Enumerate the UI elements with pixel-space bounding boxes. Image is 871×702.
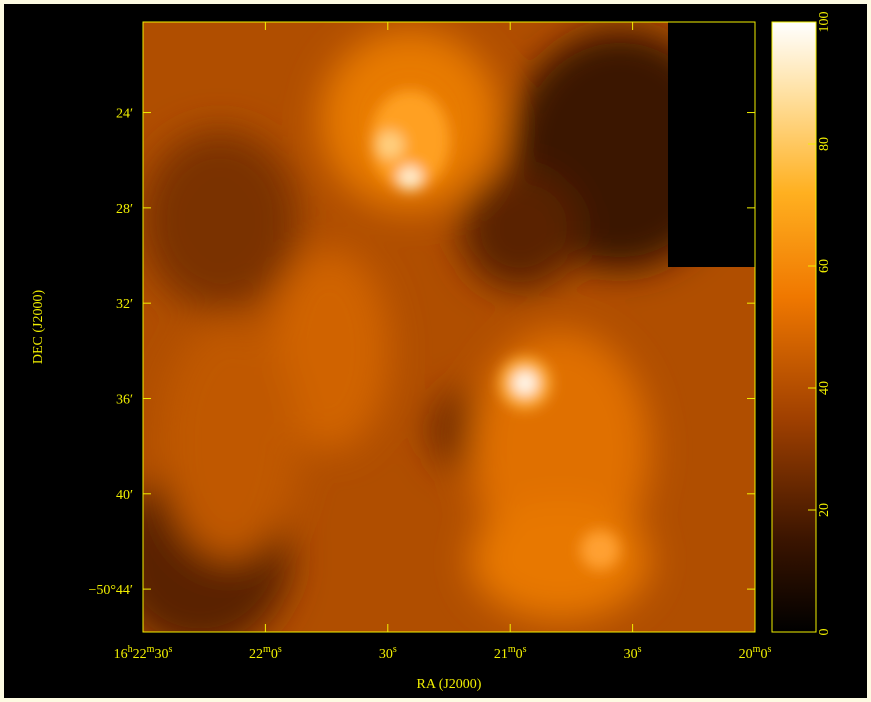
y-tick-label: −50°44′ [88, 583, 133, 598]
page: {"chart_data": {"type": "image", "x_labe… [0, 0, 871, 702]
y-tick-label: 40′ [116, 488, 133, 503]
y-tick-label: 36′ [116, 392, 133, 407]
colorbar [772, 22, 816, 632]
colorbar-tick-label: 40 [817, 381, 832, 395]
y-tick-label: 28′ [116, 202, 133, 217]
sky-image [110, 22, 755, 650]
colorbar-tick-label: 0 [817, 629, 832, 636]
figure: RA (J2000) DEC (J2000) 16h22m30s22m0s30s… [0, 0, 871, 702]
colorbar-tick-label: 100 [817, 12, 832, 33]
x-axis-label: RA (J2000) [417, 677, 482, 692]
colorbar-tick-label: 20 [817, 503, 832, 517]
x-tick-label: 16h22m30s [114, 644, 173, 662]
y-tick-label: 32′ [116, 297, 133, 312]
y-axis-label: DEC (J2000) [31, 290, 46, 365]
colorbar-tick-label: 60 [817, 259, 832, 273]
colorbar-tick-label: 80 [817, 137, 832, 151]
masked-region [668, 22, 755, 267]
y-tick-label: 24′ [116, 107, 133, 122]
